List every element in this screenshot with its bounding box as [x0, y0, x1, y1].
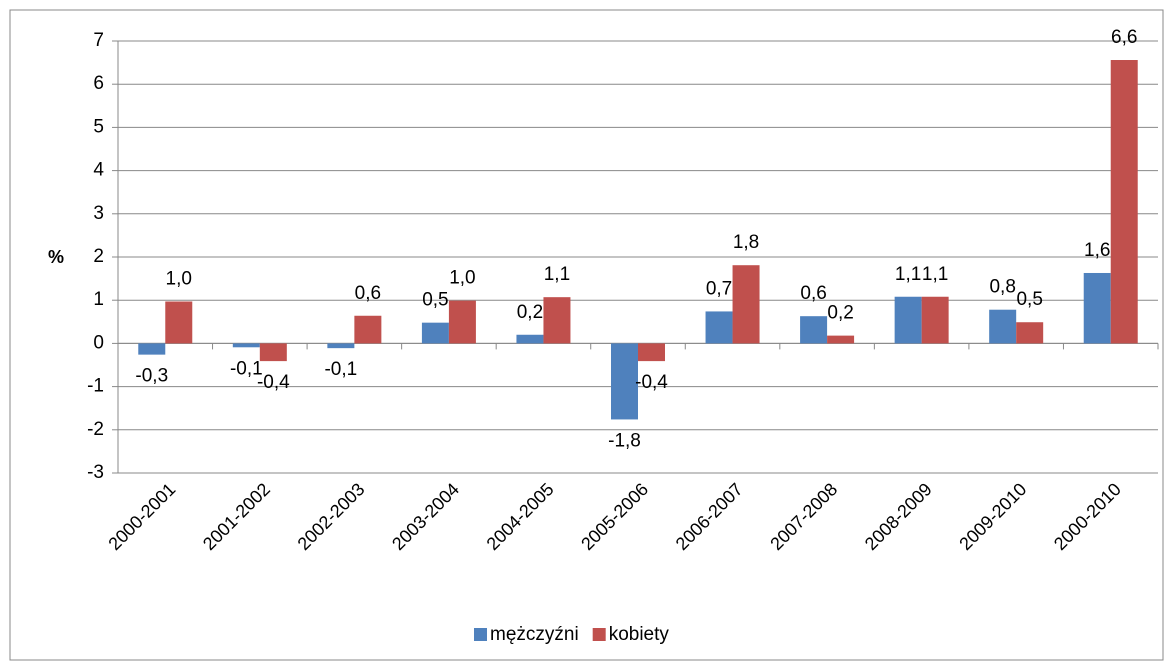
bar [543, 297, 571, 344]
y-tick-label: 3 [93, 203, 104, 224]
data-label: 1,1 [895, 264, 921, 285]
data-label: 0,2 [827, 303, 853, 324]
bar [894, 296, 922, 344]
bar [259, 343, 287, 362]
data-label: -0,4 [635, 372, 668, 393]
bar [800, 316, 828, 344]
data-label: 0,5 [422, 290, 448, 311]
bar [732, 265, 760, 344]
data-label: 0,6 [355, 283, 381, 304]
bar [705, 311, 733, 344]
data-label: -0,1 [324, 359, 357, 380]
bar [1083, 272, 1111, 344]
y-tick-label: 4 [93, 160, 104, 181]
bar [327, 343, 355, 349]
y-tick-label: 1 [93, 289, 104, 310]
legend-label: mężczyźni [490, 624, 579, 645]
y-tick-label: -3 [87, 462, 104, 483]
y-tick-label: -2 [87, 419, 104, 440]
legend-label: kobiety [609, 624, 670, 645]
bar [138, 343, 166, 355]
data-label: 6,6 [1111, 27, 1137, 48]
bar [1110, 60, 1138, 344]
data-label: -0,4 [257, 372, 290, 393]
y-tick-label: -1 [87, 376, 104, 397]
bar [232, 343, 260, 348]
bar [165, 301, 193, 344]
data-label: -0,1 [230, 358, 263, 379]
legend-swatch [474, 628, 487, 641]
data-label: 1,0 [166, 269, 192, 290]
data-label: 1,0 [449, 268, 475, 289]
chart-border [9, 9, 1164, 661]
legend-swatch [592, 628, 606, 641]
data-label: 1,8 [733, 232, 759, 253]
data-label: 1,6 [1084, 240, 1110, 261]
y-tick-label: 5 [93, 116, 104, 137]
y-tick-label: 6 [93, 73, 104, 94]
y-axis-label: % [48, 247, 64, 267]
data-label: 0,5 [1016, 289, 1042, 310]
y-tick-label: 2 [93, 246, 104, 267]
data-label: 1,1 [922, 264, 948, 285]
bar [989, 309, 1017, 344]
bar [921, 296, 949, 344]
data-label: -1,8 [608, 430, 641, 451]
data-label: -0,3 [135, 366, 168, 387]
bar [448, 300, 476, 344]
bar [421, 322, 449, 344]
bar [1016, 322, 1044, 344]
bar [516, 334, 544, 344]
bar [638, 343, 665, 362]
y-tick-label: 0 [93, 332, 104, 353]
bar [354, 315, 382, 344]
bar [827, 335, 855, 344]
data-label: 1,1 [544, 264, 570, 285]
data-label: 0,6 [800, 283, 826, 304]
bar [611, 343, 638, 420]
data-label: 0,8 [989, 277, 1015, 298]
y-tick-label: 7 [93, 30, 104, 51]
data-label: 0,7 [706, 278, 732, 299]
data-label: 0,2 [517, 302, 543, 323]
